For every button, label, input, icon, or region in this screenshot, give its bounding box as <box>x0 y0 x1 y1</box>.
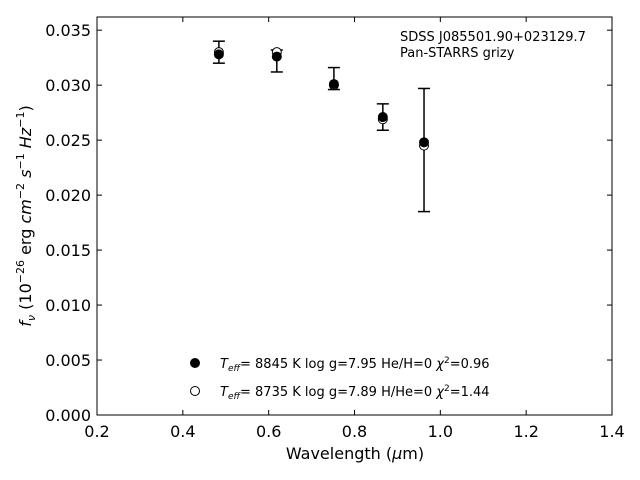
errorbar-layer <box>212 40 431 213</box>
legend-label-1: Teff= 8845 K log g=7.95 He/H=0 χ2=0.96 <box>220 356 490 374</box>
legend-marker-open <box>190 386 200 396</box>
y-tick-label: 0.025 <box>45 131 91 150</box>
y-tick-label: 0.010 <box>45 296 91 315</box>
data-point-filled <box>213 49 224 60</box>
data-point-filled <box>271 51 282 62</box>
x-tick-label: 0.6 <box>256 422 281 441</box>
data-point-filled <box>328 79 339 90</box>
x-tick-label: 0.4 <box>170 422 195 441</box>
y-tick-label: 0.030 <box>45 76 91 95</box>
y-tick-label: 0.000 <box>45 406 91 425</box>
x-tick-label: 1.4 <box>599 422 624 441</box>
data-point-filled <box>419 137 430 148</box>
x-tick-label: 1.0 <box>428 422 453 441</box>
y-tick-label: 0.015 <box>45 241 91 260</box>
legend-label-2: Teff= 8735 K log g=7.89 H/He=0 χ2=1.44 <box>220 384 490 402</box>
y-tick-label: 0.020 <box>45 186 91 205</box>
legend-marker-filled <box>190 358 200 368</box>
data-point-filled <box>377 112 388 123</box>
x-tick-label: 0.8 <box>342 422 367 441</box>
y-tick-label: 0.035 <box>45 21 91 40</box>
ticks-layer: 0.2 0.4 0.6 0.8 1.0 1.2 1.4 0.000 0.005 0.010 0.01… <box>45 17 625 441</box>
x-tick-label: 1.2 <box>513 422 538 441</box>
marker-layer <box>213 47 430 151</box>
plot-frame <box>96 16 613 416</box>
annotation-survey: Pan-STARRS grizy <box>400 46 515 61</box>
x-tick-label: 0.2 <box>84 422 109 441</box>
y-tick-label: 0.005 <box>45 351 91 370</box>
y-axis-title: fν (10−26 erg cm−2 s−1 Hz−1) <box>14 105 38 326</box>
annotation-object: SDSS J085501.90+023129.7 <box>400 30 586 45</box>
legend: Teff= 8845 K log g=7.95 He/H=0 χ2=0.96 T… <box>190 356 490 402</box>
x-axis-title: Wavelength (μm) <box>286 444 424 463</box>
